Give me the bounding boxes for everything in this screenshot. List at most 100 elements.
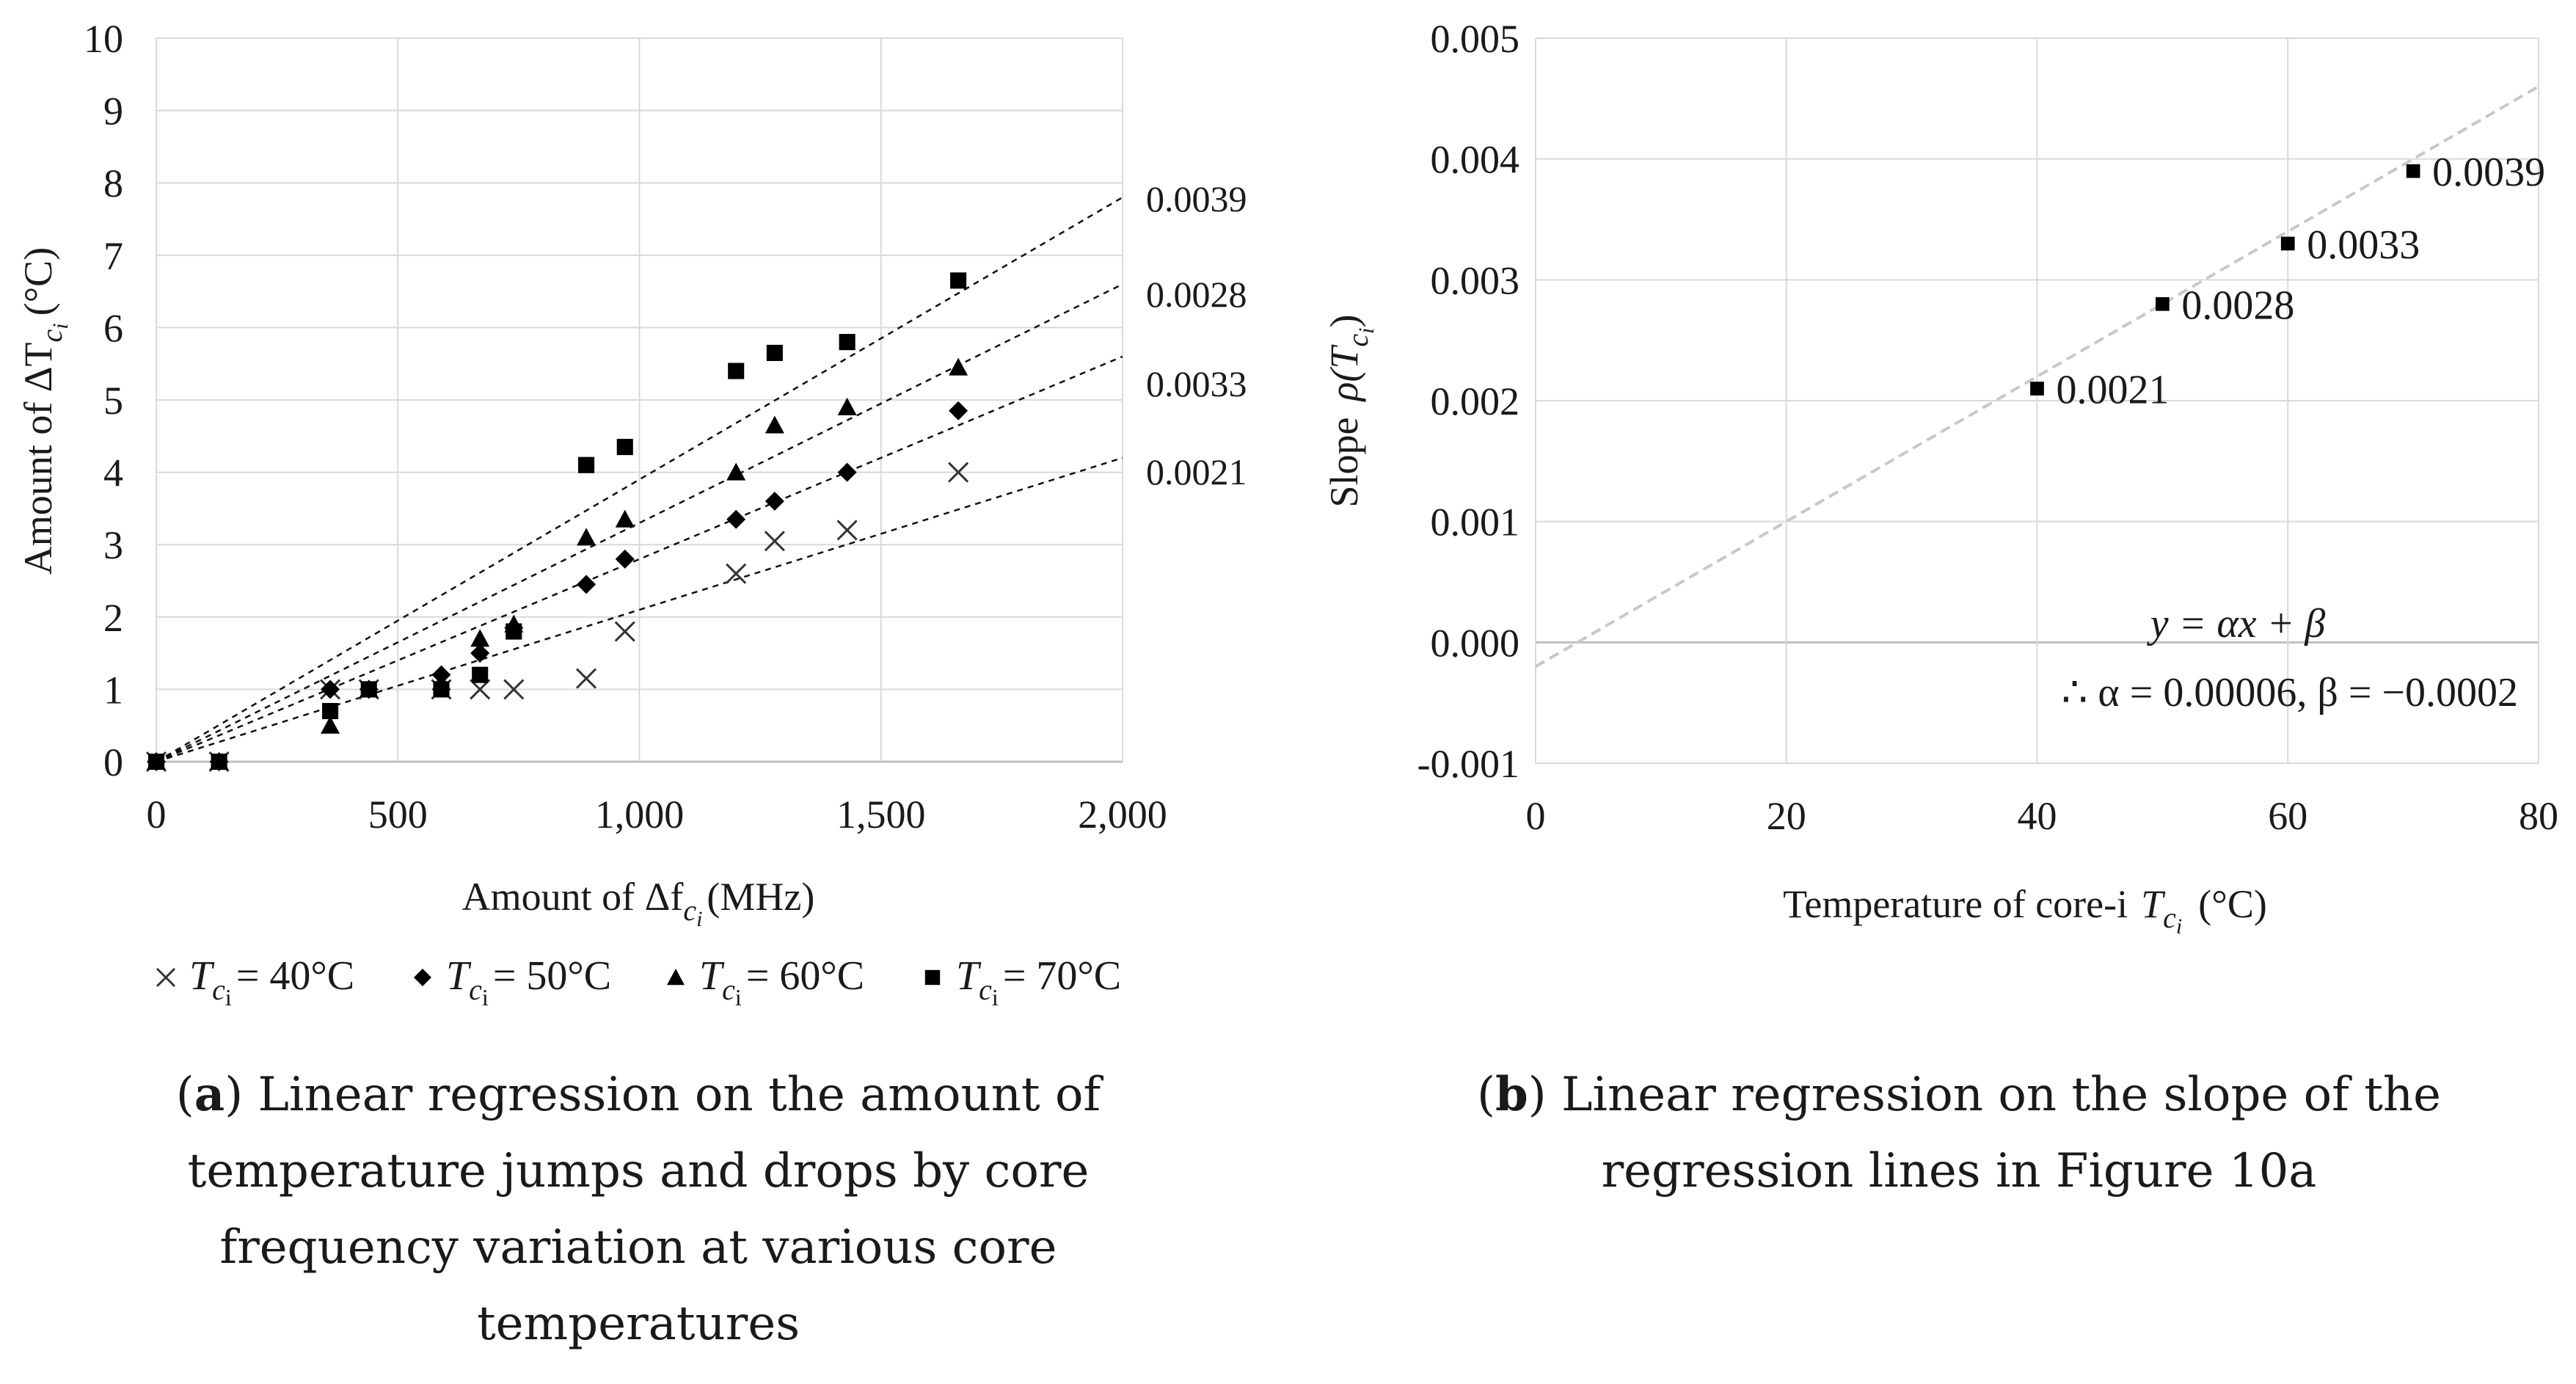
panel-a-legend-marker-x — [156, 967, 176, 988]
panel-a-point-x — [614, 621, 635, 642]
panel-a-legend-label: Tci = 50°C — [446, 953, 611, 1010]
panel-a-y-tick-label: 0 — [103, 740, 123, 784]
panel-a-point-triangle — [837, 397, 857, 415]
panel-b-ylabel-close: ) — [1322, 314, 1366, 327]
panel-b-y-tick-label: -0.001 — [1417, 742, 1519, 786]
panel-a-tick-labels: 0 1 2 3 4 5 6 7 8 9 10 0 500 1,000 1,500 2,000 — [84, 17, 1167, 837]
panel-b-point — [2030, 382, 2044, 396]
panel-b-point — [2156, 296, 2170, 311]
panel-a-ylabel-sub: c — [35, 329, 68, 342]
panel-b-xlabel-var: T — [2141, 882, 2166, 926]
panel-a-point-square — [578, 456, 595, 473]
panel-a-y-tick-label: 3 — [103, 523, 123, 567]
panel-a-x-tick-label: 2,000 — [1078, 793, 1167, 837]
panel-b-point — [2406, 164, 2420, 178]
panel-a-legend-var: T — [446, 953, 472, 999]
panel-a-point-square — [147, 753, 165, 771]
panel-b-point-label: 0.0021 — [2057, 368, 2170, 413]
panel-b-xlabel-subsub: i — [2176, 914, 2182, 939]
panel-b-y-tick-label: 0.005 — [1431, 17, 1520, 61]
panel-a-legend-value: = 40°C — [236, 953, 354, 999]
panel-a-point-x — [576, 668, 597, 689]
panel-a-gridlines — [156, 37, 1123, 762]
panel-a-legend-value: = 50°C — [493, 953, 611, 999]
panel-a-point-square — [360, 681, 377, 698]
panel-a-x-axis-title: Amount of Δfci(MHz) — [462, 875, 815, 931]
panel-b-x-tick-label: 60 — [2268, 794, 2307, 838]
panel-a-legend-subsub: i — [482, 984, 489, 1010]
panel-a-point-x — [948, 462, 969, 483]
panel-a-point-diamond — [615, 549, 635, 569]
panel-b-x-tick-label: 80 — [2519, 794, 2558, 838]
panel-a-legend-sub: c — [469, 973, 482, 1006]
panel-a-point-square — [728, 363, 745, 379]
panel-a-point-diamond — [577, 575, 596, 594]
panel-b-caption-letter: b — [1495, 1067, 1528, 1122]
panel-a-legend-subsub: i — [225, 984, 232, 1010]
panel-a-y-tick-label: 1 — [103, 668, 123, 712]
panel-a-point-square — [616, 439, 633, 456]
panel-a-point-diamond — [837, 462, 857, 482]
panel-a-legend-value: = 70°C — [1003, 953, 1121, 999]
panel-a-point-x — [726, 563, 747, 584]
panel-a-trendline-x — [156, 456, 1123, 763]
panel-a-caption-letter: a — [194, 1067, 225, 1122]
panel-a-legend-label: Tci = 70°C — [956, 953, 1121, 1010]
panel-a-x-tick-label: 1,000 — [595, 793, 685, 837]
panel-b-y-axis-title: Slope ρ(Tci) — [1322, 314, 1379, 507]
panel-a-point-diamond — [726, 509, 746, 529]
panel-a-point-x — [503, 679, 525, 700]
panel-a-point-square — [211, 753, 227, 771]
panel-a-xlabel-subsub: i — [696, 907, 702, 931]
panel-a-slope-label: 0.0021 — [1146, 451, 1247, 492]
panel-a-y-tick-label: 2 — [103, 596, 123, 640]
panel-b-ylabel-subsub: i — [1354, 327, 1379, 333]
panel-a-slope-label: 0.0033 — [1146, 363, 1247, 404]
panel-b-tick-labels: -0.001 0.000 0.001 0.002 0.003 0.004 0.005 0 20 4… — [1417, 17, 2558, 838]
panel-b-ylabel-func: ρ(T — [1322, 344, 1366, 403]
panel-b-point — [2280, 236, 2295, 251]
panel-a-point-square — [433, 681, 450, 698]
panel-a-legend-value: = 60°C — [746, 953, 864, 999]
panel-a-legend-sub: c — [722, 973, 735, 1006]
panel-a-trendlines — [156, 196, 1123, 763]
panel-a-ylabel-unit: (°C) — [16, 247, 60, 316]
panel-a-y-tick-label: 4 — [103, 451, 123, 495]
panel-b-xlabel-sub: c — [2163, 901, 2176, 934]
panel-a-point-x — [470, 679, 491, 700]
panel-b-y-tick-label: 0.000 — [1431, 621, 1520, 665]
panel-b-ylabel-main: Slope — [1322, 418, 1366, 508]
panel-a-caption: (a) Linear regression on the amount of t… — [175, 1067, 1101, 1351]
panel-a-x-tick-label: 1,500 — [836, 793, 926, 837]
panel-b-point-label: 0.0028 — [2181, 283, 2294, 328]
panel-b-gridlines — [1535, 37, 2539, 764]
panel-a-ylabel-main: Amount of ΔT — [16, 342, 60, 575]
panel-a-y-tick-label: 8 — [103, 161, 123, 205]
panel-a-points — [145, 272, 969, 773]
panel-a-trendline-triangle — [156, 283, 1123, 763]
panel-a-xlabel-sub: c — [683, 894, 696, 927]
panel-b-point-label: 0.0033 — [2307, 222, 2420, 268]
panel-a-legend-item: Tci = 40°C — [156, 953, 354, 1010]
panel-b-y-tick-label: 0.003 — [1431, 258, 1520, 302]
panel-b-x-axis-title: Temperature of core-i Tci (°C) — [1783, 882, 2267, 939]
panel-a-legend-var: T — [189, 953, 215, 999]
panel-a-point-x — [836, 520, 858, 541]
panel-a-point-square — [950, 272, 967, 289]
panel-a-point-triangle — [577, 528, 596, 546]
panel-a-y-tick-label: 6 — [103, 306, 123, 350]
panel-a-xlabel-unit: (MHz) — [707, 875, 814, 919]
panel-b-y-tick-label: 0.001 — [1431, 500, 1520, 545]
panel-a-legend-item: Tci = 60°C — [667, 953, 864, 1010]
panel-b-y-tick-label: 0.004 — [1431, 138, 1520, 182]
panel-a-point-triangle — [470, 629, 490, 647]
panel-b-xlabel-main: Temperature of core-i — [1783, 882, 2128, 926]
panel-a-x-tick-label: 0 — [147, 793, 167, 837]
panel-a-legend-label: Tci = 40°C — [189, 953, 354, 1010]
panel-a-legend-subsub: i — [735, 984, 742, 1010]
panel-a-y-tick-label: 10 — [84, 17, 123, 61]
panel-a-slope-label: 0.0039 — [1146, 178, 1247, 219]
panel-a-legend: Tci = 40°C Tci = 50°C Tci = 60°C Tci = 70°C — [156, 953, 1121, 1010]
